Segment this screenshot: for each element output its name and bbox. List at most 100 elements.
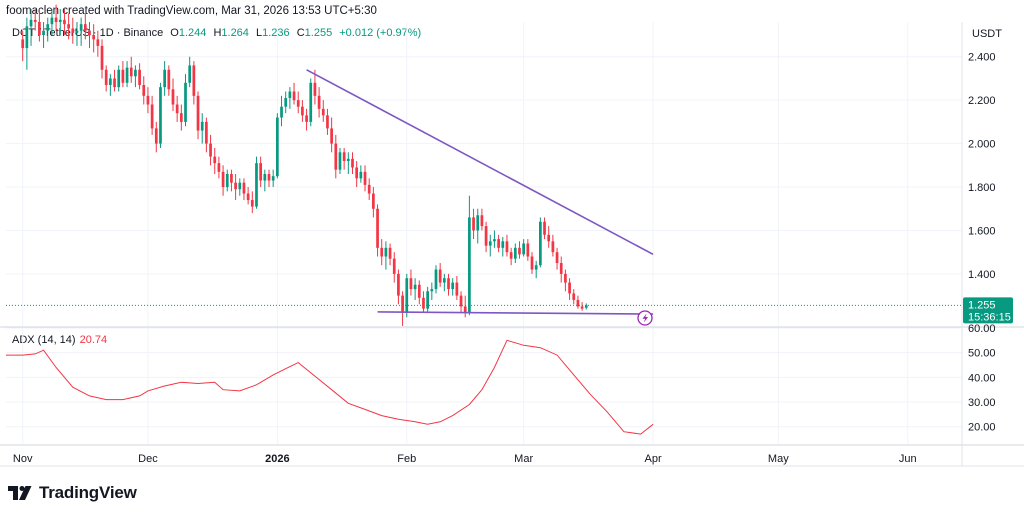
candle-body [238,182,242,190]
candle-body [117,69,121,88]
candle-body [209,143,212,157]
candle-body [468,217,471,313]
candle-body [451,282,455,290]
candle-body [292,91,296,101]
candle-body [372,193,375,209]
candle-body [367,184,371,194]
candle-body [534,265,538,270]
candle-body [488,241,492,246]
candle-body [255,163,258,207]
candle-body [104,69,108,85]
price-tick-label: 1.600 [968,225,996,237]
candle-body [426,291,429,309]
candle-body [338,152,342,170]
candle-body [221,171,225,188]
price-tick-label: 2.200 [968,95,996,107]
candle-body [376,208,379,248]
candle-body [113,78,116,88]
candlestick-series [21,4,588,326]
candle-body [317,95,321,109]
candle-body [326,115,329,129]
candle-body [447,278,450,290]
pane-dividers [0,22,1024,467]
time-tick-label: Nov [13,453,33,465]
candle-body [263,174,267,181]
adx-legend[interactable]: ADX (14, 14) 20.74 [12,334,107,346]
time-tick-label: Apr [645,453,662,465]
candle-body [380,247,384,257]
candle-body [200,121,204,131]
high-label: H [213,27,222,39]
trendlines [306,69,654,315]
candle-body [29,19,33,27]
candle-body [25,26,29,49]
trendline [377,311,654,315]
candle-body [513,247,517,259]
candle-body [259,163,263,181]
candle-body [288,91,292,98]
candle-body [96,39,100,46]
candle-body [242,182,246,194]
chart-credit: foomaclen created with TradingView.com, … [6,5,377,17]
time-tick-label: Dec [138,453,158,465]
candle-body [100,45,104,70]
candle-body [246,193,250,201]
candle-body [530,256,534,270]
candle-body [580,306,584,309]
symbol-legend: DOT / TetherUS · 1D · Binance O1.244 H1.… [12,27,421,39]
candle-body [584,305,588,308]
tradingview-logo-icon [8,486,32,500]
candle-body [401,295,404,313]
candle-body [568,282,571,294]
candle-body [134,69,137,77]
adx-value: 20.74 [79,334,108,346]
candle-body [38,22,41,36]
candle-body [275,117,279,177]
candle-body [472,217,475,231]
candle-body [572,293,576,300]
price-tick-label: 2.400 [968,52,996,64]
candle-body [484,226,488,246]
time-tick-label: 2026 [265,453,289,465]
candle-body [442,278,446,283]
candle-body [75,30,79,33]
time-tick-label: Feb [397,453,416,465]
open-label: O [170,27,179,39]
candle-body [159,87,162,144]
last-price-label: 1.255 15:36:15 [963,297,1013,324]
candle-body [422,297,425,309]
candle-body [21,39,25,49]
candle-body [67,24,70,29]
candle-body [250,200,254,207]
candle-body [54,17,58,22]
candle-body [225,174,229,188]
close-label: C [296,27,305,39]
adx-tick-label: 20.00 [968,422,996,434]
candle-body [121,69,125,83]
candle-body [284,98,288,107]
adx-tick-label: 40.00 [968,372,996,384]
candle-body [522,243,526,255]
candle-body [438,269,442,283]
alert-icon[interactable] [637,310,653,326]
price-tick-label: 1.800 [968,182,996,194]
candle-body [559,263,563,274]
candle-body [196,95,200,131]
candle-body [71,28,75,33]
candle-body [138,69,141,85]
candle-body [129,67,133,77]
low-value: 1.236 [262,27,290,39]
candle-body [501,241,505,248]
candle-body [384,247,388,257]
time-tick-label: May [768,453,789,465]
candle-body [205,121,208,144]
adx-tick-label: 50.00 [968,348,996,360]
candle-body [359,171,363,179]
candle-body [42,30,45,36]
last-price-value: 1.255 [968,299,996,311]
candle-body [547,234,551,242]
candle-body [33,19,37,22]
symbol-name[interactable]: DOT / TetherUS · 1D · Binance [12,27,164,39]
candle-body [459,295,463,307]
